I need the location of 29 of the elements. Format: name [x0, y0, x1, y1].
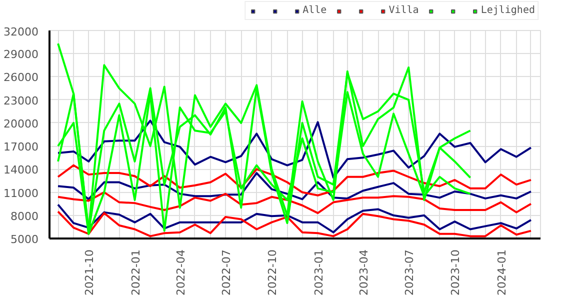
x-tick-label: 2023-04 — [357, 249, 370, 296]
legend-label: Lejlighed — [480, 5, 535, 16]
x-tick-label: 2023-01 — [312, 249, 326, 296]
legend-label: Villa — [388, 5, 419, 16]
line-series — [57, 204, 532, 234]
y-tick-label: 29000 — [4, 48, 39, 62]
y-tick-label: 26000 — [4, 71, 39, 84]
x-tick-label: 2022-10 — [266, 249, 280, 296]
line-series — [57, 120, 532, 179]
x-tick-label: 2022-07 — [220, 249, 234, 296]
line-series — [57, 210, 532, 238]
legend-label: Alle — [302, 5, 327, 16]
y-tick-label: 20000 — [4, 117, 39, 130]
x-tick-label: 2023-07 — [403, 249, 416, 296]
x-tick-label: 2022-04 — [174, 249, 188, 296]
y-tick-label: 8000 — [10, 210, 39, 223]
x-tick-label: 2024-01 — [495, 249, 508, 296]
line-series — [57, 164, 532, 196]
y-tick-label: 17000 — [4, 140, 39, 154]
y-tick-label: 23000 — [4, 94, 39, 108]
x-tick-label: 2023-10 — [449, 249, 462, 296]
y-tick-label: 14000 — [4, 164, 39, 177]
y-tick-label: 32000 — [4, 26, 39, 38]
line-series — [57, 172, 532, 200]
line-series — [57, 191, 532, 214]
x-tick-label: 2022-01 — [129, 249, 142, 296]
y-tick-label: 11000 — [4, 186, 39, 200]
y-tick-label: 5000 — [10, 233, 39, 246]
x-tick-label: 2021-10 — [83, 249, 96, 296]
